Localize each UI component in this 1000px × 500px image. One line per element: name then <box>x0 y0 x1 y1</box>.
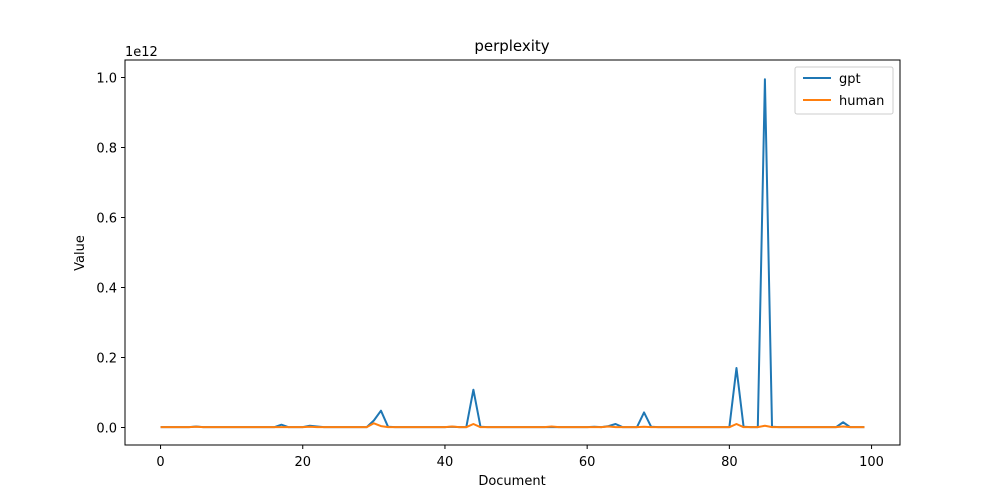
y-axis-label: Value <box>73 235 88 271</box>
y-scale-note: 1e12 <box>125 45 158 60</box>
x-tick-label: 60 <box>579 455 596 470</box>
x-tick-label: 20 <box>294 455 311 470</box>
x-tick-label: 100 <box>859 455 884 470</box>
y-tick-label: 0.8 <box>96 142 117 157</box>
legend: gpt human <box>794 66 894 115</box>
y-tick-label: 0.0 <box>96 422 117 437</box>
plot-area <box>160 78 865 429</box>
series-line-human <box>160 422 865 429</box>
y-tick-label: 0.6 <box>96 212 117 227</box>
y-tick-label: 0.4 <box>96 282 117 297</box>
x-tick-label: 0 <box>156 455 164 470</box>
y-tick-label: 1.0 <box>96 72 117 87</box>
legend-label-gpt: gpt <box>839 72 861 87</box>
y-axis: 0.0 0.2 0.4 0.6 0.8 1.0 <box>96 72 125 437</box>
y-tick-label: 0.2 <box>96 352 117 367</box>
axes-frame <box>124 59 901 446</box>
x-axis-label: Document <box>478 474 545 489</box>
legend-label-human: human <box>839 94 884 109</box>
x-tick-label: 80 <box>721 455 738 470</box>
chart-title: perplexity <box>474 37 549 55</box>
series-line-gpt <box>160 78 865 429</box>
x-axis: 0 20 40 60 80 100 <box>156 445 884 470</box>
x-tick-label: 40 <box>437 455 454 470</box>
